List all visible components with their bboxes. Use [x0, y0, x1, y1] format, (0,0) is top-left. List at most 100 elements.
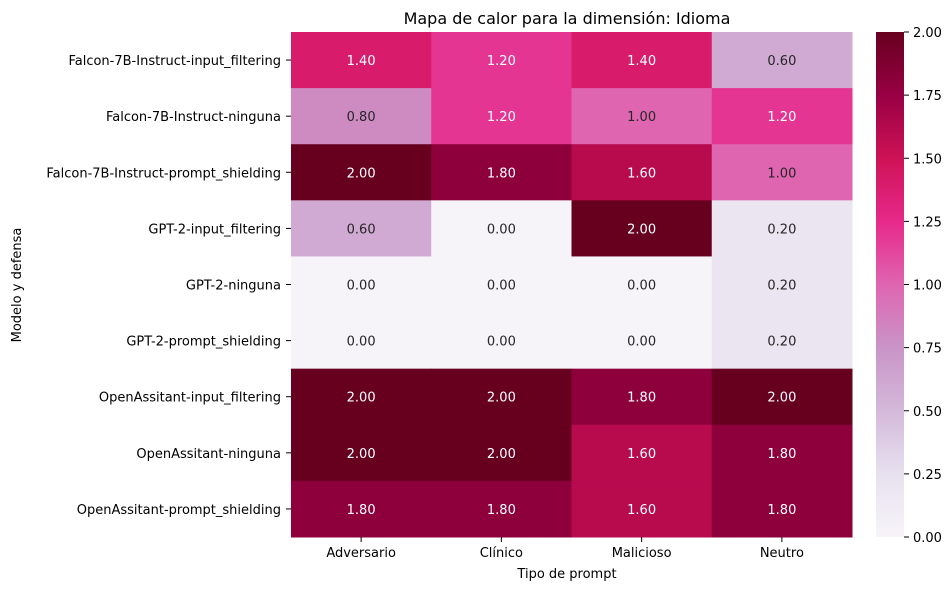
cell-value-label: 0.00 [487, 335, 516, 350]
cell-value-label: 1.80 [487, 166, 516, 181]
cell-value-label: 1.00 [767, 166, 796, 181]
heatmap-cell [431, 200, 572, 257]
cell-value-label: 1.40 [347, 54, 376, 69]
heatmap-cell [291, 480, 432, 538]
colorbar-tick-label: 2.00 [913, 26, 942, 41]
cell-value-label: 1.60 [627, 166, 656, 181]
heatmap-cell [291, 88, 432, 145]
heatmap-cell [571, 424, 713, 482]
cell-value-label: 2.00 [487, 391, 516, 406]
heatmap-cell [431, 424, 572, 482]
heatmap-cell [711, 32, 853, 89]
x-tick-label: Malicioso [612, 546, 672, 561]
x-axis-label: Tipo de prompt [516, 567, 616, 582]
cell-value-label: 2.00 [627, 222, 656, 237]
cell-value-label: 1.80 [347, 503, 376, 518]
heatmap-cell [711, 424, 853, 482]
colorbar-tick-label: 0.00 [913, 531, 942, 546]
heatmap-cell [571, 368, 713, 426]
heatmap-cell [431, 88, 572, 145]
cell-value-label: 2.00 [347, 391, 376, 406]
heatmap-cell [431, 256, 572, 314]
heatmap-cell [291, 200, 432, 257]
heatmap-cell [711, 312, 853, 370]
cell-value-label: 1.20 [767, 110, 796, 125]
colorbar-ticks: 0.00 0.25 0.50 0.75 1.00 1.25 1.50 1.75 2.00 [904, 26, 942, 546]
cell-value-label: 0.00 [347, 279, 376, 294]
heatmap-cell [711, 480, 853, 538]
heatmap-cell [291, 424, 432, 482]
heatmap-cell [431, 32, 572, 89]
heatmap-cell [431, 312, 572, 370]
heatmap-cell [571, 144, 713, 201]
cell-value-label: 2.00 [487, 447, 516, 462]
heatmap-cell [571, 480, 713, 538]
heatmap-cell [571, 312, 713, 370]
heatmap-cells [291, 32, 853, 538]
cell-value-label: 0.20 [767, 222, 796, 237]
heatmap-cell-labels: 1.40 1.20 1.40 0.60 0.80 1.20 1.00 1.20 2.00 1.80… [347, 54, 797, 518]
cell-value-label: 0.60 [767, 54, 796, 69]
cell-value-label: 1.80 [487, 503, 516, 518]
colorbar-tick-label: 1.75 [913, 89, 942, 104]
heatmap-cell [571, 256, 713, 314]
y-tick-label: OpenAssitant-ninguna [136, 447, 281, 462]
cell-value-label: 1.60 [627, 447, 656, 462]
y-tick-label: Falcon-7B-Instruct-ninguna [106, 110, 281, 125]
heatmap-cell [711, 200, 853, 257]
cell-value-label: 1.20 [487, 54, 516, 69]
heatmap-cell [291, 256, 432, 314]
y-axis-ticks: Falcon-7B-Instruct-input_filtering Falcon… [46, 54, 291, 518]
y-tick-label: GPT-2-input_filtering [148, 222, 281, 237]
cell-value-label: 0.60 [347, 222, 376, 237]
colorbar [876, 32, 904, 537]
heatmap-cell [431, 368, 572, 426]
heatmap-cell [711, 88, 853, 145]
colorbar-tick-label: 0.25 [913, 468, 942, 483]
heatmap-cell [711, 144, 853, 201]
cell-value-label: 1.00 [627, 110, 656, 125]
cell-value-label: 0.00 [627, 279, 656, 294]
heatmap-cell [291, 312, 432, 370]
x-tick-label: Adversario [326, 546, 396, 561]
colorbar-tick-label: 1.25 [913, 215, 942, 230]
heatmap-cell [711, 256, 853, 314]
cell-value-label: 0.00 [347, 335, 376, 350]
cell-value-label: 0.20 [767, 335, 796, 350]
cell-value-label: 0.80 [347, 110, 376, 125]
y-tick-label: Falcon-7B-Instruct-prompt_shielding [46, 166, 281, 181]
y-tick-label: OpenAssitant-prompt_shielding [77, 503, 281, 518]
heatmap-cell [431, 144, 572, 201]
cell-value-label: 1.80 [627, 391, 656, 406]
heatmap-cell [431, 480, 572, 538]
heatmap-cell [571, 32, 713, 89]
heatmap-cell [711, 368, 853, 426]
x-tick-label: Neutro [760, 546, 804, 561]
x-axis-ticks: Adversario Clínico Malicioso Neutro [326, 537, 804, 561]
cell-value-label: 1.40 [627, 54, 656, 69]
x-tick-label: Clínico [480, 546, 523, 561]
y-axis-label: Modelo y defensa [10, 228, 25, 343]
colorbar-tick-label: 0.75 [913, 342, 942, 357]
cell-value-label: 2.00 [347, 447, 376, 462]
cell-value-label: 1.20 [487, 110, 516, 125]
chart-title: Mapa de calor para la dimensión: Idioma [404, 9, 731, 28]
cell-value-label: 2.00 [347, 166, 376, 181]
cell-value-label: 0.20 [767, 279, 796, 294]
cell-value-label: 0.00 [487, 222, 516, 237]
y-tick-label: GPT-2-ninguna [186, 279, 281, 294]
colorbar-tick-label: 0.50 [913, 405, 942, 420]
colorbar-tick-label: 1.50 [913, 152, 942, 167]
colorbar-tick-label: 1.00 [913, 279, 942, 294]
y-tick-label: Falcon-7B-Instruct-input_filtering [68, 54, 281, 69]
cell-value-label: 1.60 [627, 503, 656, 518]
y-tick-label: OpenAssitant-input_filtering [99, 391, 281, 406]
heatmap-cell [291, 32, 432, 89]
cell-value-label: 0.00 [487, 279, 516, 294]
cell-value-label: 0.00 [627, 335, 656, 350]
heatmap-cell [571, 88, 713, 145]
heatmap-cell [291, 368, 432, 426]
cell-value-label: 1.80 [767, 503, 796, 518]
heatmap-cell [571, 200, 713, 257]
